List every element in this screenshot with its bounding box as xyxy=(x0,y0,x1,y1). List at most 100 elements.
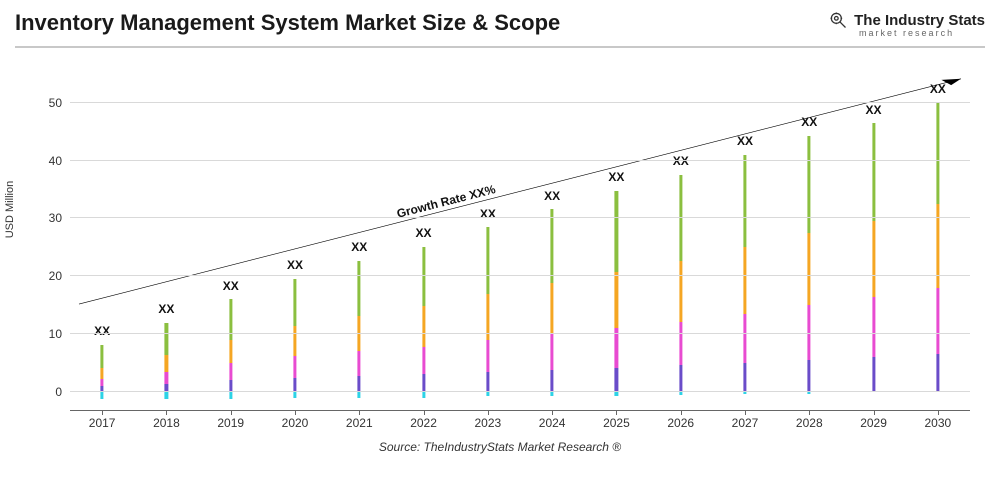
bar-segment xyxy=(165,391,168,400)
bar-segment xyxy=(486,372,489,391)
x-tick-mark xyxy=(874,410,875,415)
bar-segment xyxy=(615,368,618,391)
x-tick-mark xyxy=(231,410,232,415)
bar-value-label: XX xyxy=(673,154,689,168)
bar-segment xyxy=(551,334,554,370)
bar-value-label: XX xyxy=(608,170,624,184)
bar-value-label: XX xyxy=(866,103,882,117)
bar-segment xyxy=(101,345,104,368)
bar-slot: XX xyxy=(649,73,713,408)
bars-layer: XXXXXXXXXXXXXXXXXXXXXXXXXXXX xyxy=(70,73,970,408)
x-tick-label: 2029 xyxy=(860,416,887,430)
bar-slot: XX xyxy=(199,73,263,408)
header: Inventory Management System Market Size … xyxy=(15,10,985,48)
bar-segment xyxy=(872,357,875,390)
bar-value-label: XX xyxy=(158,302,174,316)
bar xyxy=(229,299,232,399)
bar-segment xyxy=(936,354,939,390)
bar-segment xyxy=(358,261,361,316)
bar-slot: XX xyxy=(906,73,970,408)
gridline: 50 xyxy=(70,102,970,103)
bar-segment xyxy=(486,340,489,372)
bar-value-label: XX xyxy=(416,226,432,240)
x-tick-mark xyxy=(552,410,553,415)
bar-slot: XX xyxy=(134,73,198,408)
bar-slot: XX xyxy=(70,73,134,408)
bar xyxy=(936,103,939,391)
bar-segment xyxy=(486,227,489,293)
bar-value-label: XX xyxy=(94,324,110,338)
y-axis-label: USD Million xyxy=(4,180,16,237)
bar-slot: XX xyxy=(456,73,520,408)
y-tick-label: 40 xyxy=(49,154,70,168)
x-tick-mark xyxy=(745,410,746,415)
bar xyxy=(872,123,875,392)
x-tick-mark xyxy=(295,410,296,415)
bar-value-label: XX xyxy=(287,258,303,272)
bar-slot: XX xyxy=(327,73,391,408)
bar xyxy=(358,261,361,398)
bar-segment xyxy=(165,355,168,372)
brand-logo: The Industry Stats market research xyxy=(828,10,985,38)
bar-segment xyxy=(358,391,361,398)
plot-area: XXXXXXXXXXXXXXXXXXXXXXXXXXXX Growth Rate… xyxy=(70,73,970,408)
x-tick-mark xyxy=(809,410,810,415)
bar xyxy=(551,209,554,396)
bar-segment xyxy=(679,261,682,322)
bar-segment xyxy=(165,384,168,391)
x-tick-label: 2026 xyxy=(667,416,694,430)
bar-value-label: XX xyxy=(351,240,367,254)
brand-name: The Industry Stats xyxy=(854,12,985,29)
y-tick-label: 30 xyxy=(49,211,70,225)
bar-slot: XX xyxy=(584,73,648,408)
gridline: 10 xyxy=(70,333,970,334)
bar-value-label: XX xyxy=(223,279,239,293)
brand-subtitle: market research xyxy=(828,28,985,38)
bar-segment xyxy=(551,283,554,334)
bar-segment xyxy=(101,391,104,400)
x-tick-label: 2020 xyxy=(282,416,309,430)
bar-value-label: XX xyxy=(480,207,496,221)
page-title: Inventory Management System Market Size … xyxy=(15,10,560,36)
x-axis: 2017201820192020202120222023202420252026… xyxy=(70,410,970,430)
bar-segment xyxy=(743,155,746,247)
x-tick-label: 2019 xyxy=(217,416,244,430)
bar-slot: XX xyxy=(263,73,327,408)
bar xyxy=(679,175,682,396)
y-tick-label: 50 xyxy=(49,96,70,110)
x-tick-label: 2017 xyxy=(89,416,116,430)
gridline: 40 xyxy=(70,160,970,161)
bar-segment xyxy=(422,347,425,374)
y-tick-label: 0 xyxy=(55,385,70,399)
bar-segment xyxy=(551,209,554,283)
x-tick-mark xyxy=(102,410,103,415)
bar-segment xyxy=(936,288,939,354)
bar-segment xyxy=(872,221,875,296)
bar xyxy=(486,227,489,396)
gear-magnifier-icon xyxy=(828,10,848,30)
x-tick-label: 2030 xyxy=(924,416,951,430)
bar-segment xyxy=(229,391,232,400)
x-tick-mark xyxy=(359,410,360,415)
x-tick-label: 2025 xyxy=(603,416,630,430)
gridline: 0 xyxy=(70,391,970,392)
bar-segment xyxy=(422,247,425,306)
x-tick-label: 2018 xyxy=(153,416,180,430)
x-tick-mark xyxy=(681,410,682,415)
x-tick-label: 2024 xyxy=(539,416,566,430)
bar-segment xyxy=(679,322,682,365)
bar-segment xyxy=(165,372,168,384)
bar-segment xyxy=(808,360,811,391)
bar-segment xyxy=(808,233,811,305)
bar-segment xyxy=(743,363,746,391)
bar-segment xyxy=(743,247,746,313)
x-baseline xyxy=(70,410,970,411)
bar-slot: XX xyxy=(713,73,777,408)
bar-segment xyxy=(615,272,618,329)
bar xyxy=(293,279,296,398)
chart-zone: USD Million XXXXXXXXXXXXXXXXXXXXXXXXXXXX… xyxy=(15,63,985,458)
bar-segment xyxy=(293,279,296,326)
bar-segment xyxy=(293,378,296,391)
bar-value-label: XX xyxy=(737,134,753,148)
bar xyxy=(165,323,168,399)
